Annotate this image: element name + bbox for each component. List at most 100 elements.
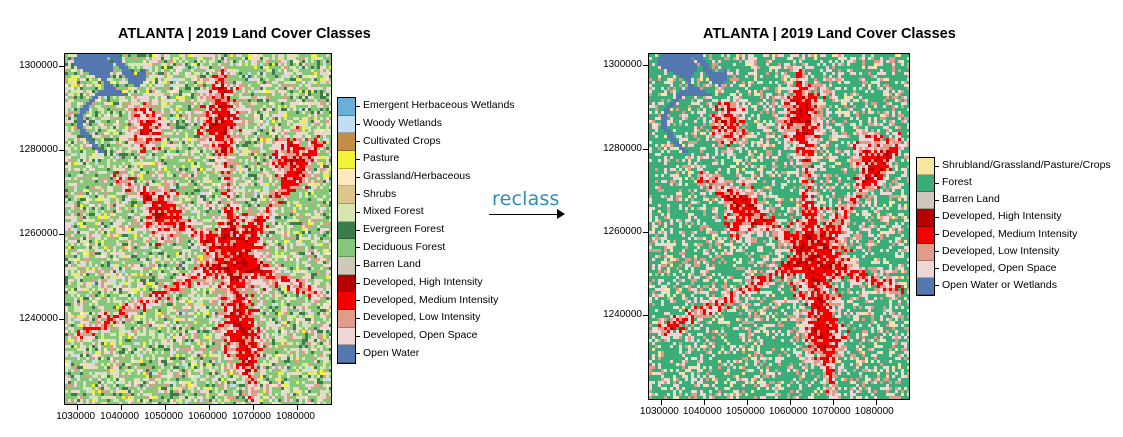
x-tick-mark bbox=[703, 400, 705, 405]
y-tick-label: 1260000 bbox=[2, 228, 58, 239]
arrow-shaft bbox=[489, 214, 559, 215]
y-tick-mark bbox=[59, 234, 64, 236]
left-map-title: ATLANTA | 2019 Land Cover Classes bbox=[118, 26, 371, 42]
x-tick-mark bbox=[297, 405, 299, 410]
legend-swatch bbox=[338, 168, 355, 187]
legend-label: Shrubs bbox=[363, 188, 396, 200]
legend-tick bbox=[356, 123, 360, 125]
legend-swatch bbox=[338, 310, 355, 328]
x-tick-mark bbox=[875, 400, 877, 405]
x-tick-mark bbox=[660, 400, 662, 405]
legend-label: Barren Land bbox=[363, 258, 421, 270]
x-tick-mark bbox=[77, 405, 79, 410]
legend-swatch bbox=[338, 257, 355, 275]
y-tick-mark bbox=[59, 318, 64, 320]
legend-swatch bbox=[338, 115, 355, 134]
x-tick-mark bbox=[209, 405, 211, 410]
legend-color-bar bbox=[916, 157, 935, 296]
legend-label: Barren Land bbox=[942, 193, 1000, 205]
legend-label: Forest bbox=[942, 176, 972, 188]
x-tick-label: 1030000 bbox=[56, 411, 95, 422]
x-tick-label: 1050000 bbox=[726, 406, 765, 417]
legend-label: Woody Wetlands bbox=[363, 117, 442, 129]
y-tick-mark bbox=[643, 65, 648, 67]
legend-swatch bbox=[917, 158, 934, 176]
legend-tick bbox=[356, 247, 360, 249]
x-tick-label: 1080000 bbox=[276, 411, 315, 422]
y-tick-label: 1300000 bbox=[2, 60, 58, 71]
legend-swatch bbox=[338, 204, 355, 222]
legend-swatch bbox=[917, 209, 934, 227]
x-tick-label: 1070000 bbox=[232, 411, 271, 422]
legend-tick bbox=[356, 158, 360, 160]
legend-label: Open Water bbox=[363, 347, 419, 359]
legend-swatch bbox=[338, 292, 355, 310]
y-tick-label: 1280000 bbox=[2, 144, 58, 155]
legend-label: Mixed Forest bbox=[363, 205, 424, 217]
legend-tick bbox=[935, 285, 939, 287]
legend-swatch bbox=[338, 239, 355, 257]
y-tick-label: 1260000 bbox=[586, 226, 642, 237]
right-land-cover-raster bbox=[648, 53, 910, 400]
y-tick-label: 1300000 bbox=[586, 59, 642, 70]
legend-label: Emergent Herbaceous Wetlands bbox=[363, 99, 515, 111]
legend-swatch bbox=[338, 186, 355, 204]
legend-label: Developed, Open Space bbox=[363, 329, 477, 341]
legend-label: Developed, Medium Intensity bbox=[363, 294, 498, 306]
legend-label: Open Water or Wetlands bbox=[942, 279, 1057, 291]
x-tick-label: 1070000 bbox=[812, 406, 851, 417]
y-tick-mark bbox=[59, 65, 64, 67]
legend-tick bbox=[935, 216, 939, 218]
x-tick-mark bbox=[121, 405, 123, 410]
right-map-title: ATLANTA | 2019 Land Cover Classes bbox=[703, 26, 956, 42]
legend-color-bar bbox=[337, 97, 356, 364]
x-tick-mark bbox=[165, 405, 167, 410]
x-tick-label: 1040000 bbox=[100, 411, 139, 422]
y-tick-label: 1240000 bbox=[586, 309, 642, 320]
legend-label: Developed, Medium Intensity bbox=[942, 228, 1077, 240]
x-tick-label: 1080000 bbox=[855, 406, 894, 417]
legend-label: Shrubland/Grassland/Pasture/Crops bbox=[942, 159, 1111, 171]
legend-label: Developed, High Intensity bbox=[942, 210, 1062, 222]
y-tick-mark bbox=[643, 148, 648, 150]
legend-label: Developed, High Intensity bbox=[363, 276, 483, 288]
legend-tick bbox=[356, 176, 360, 178]
reclass-arrow: reclass bbox=[489, 188, 569, 228]
legend-swatch bbox=[338, 98, 355, 116]
x-tick-mark bbox=[832, 400, 834, 405]
legend-tick bbox=[356, 353, 360, 355]
legend-tick bbox=[356, 300, 360, 302]
legend-tick bbox=[356, 141, 360, 143]
legend-label: Pasture bbox=[363, 152, 399, 164]
left-land-cover-raster bbox=[64, 53, 332, 405]
y-tick-label: 1280000 bbox=[586, 143, 642, 154]
x-tick-label: 1060000 bbox=[769, 406, 808, 417]
y-tick-mark bbox=[643, 231, 648, 233]
x-tick-label: 1040000 bbox=[683, 406, 722, 417]
legend-tick bbox=[356, 211, 360, 213]
legend-swatch bbox=[338, 151, 355, 169]
y-tick-mark bbox=[643, 314, 648, 316]
legend-tick bbox=[356, 335, 360, 337]
x-tick-label: 1050000 bbox=[144, 411, 183, 422]
legend-tick bbox=[935, 165, 939, 167]
legend-tick bbox=[935, 251, 939, 253]
legend-swatch bbox=[917, 277, 934, 295]
legend-swatch bbox=[338, 133, 355, 151]
legend-tick bbox=[356, 317, 360, 319]
legend-tick bbox=[935, 199, 939, 201]
legend-swatch bbox=[917, 260, 934, 278]
legend-swatch bbox=[917, 175, 934, 193]
legend-tick bbox=[356, 194, 360, 196]
legend-label: Developed, Open Space bbox=[942, 262, 1056, 274]
legend-tick bbox=[356, 105, 360, 107]
legend-label: Cultivated Crops bbox=[363, 135, 441, 147]
legend-label: Developed, Low Intensity bbox=[363, 311, 480, 323]
legend-swatch bbox=[917, 192, 934, 210]
legend-label: Deciduous Forest bbox=[363, 241, 445, 253]
legend-tick bbox=[356, 264, 360, 266]
reclass-label: reclass bbox=[492, 188, 560, 210]
legend-label: Grassland/Herbaceous bbox=[363, 170, 470, 182]
y-tick-label: 1240000 bbox=[2, 313, 58, 324]
legend-label: Developed, Low Intensity bbox=[942, 245, 1059, 257]
